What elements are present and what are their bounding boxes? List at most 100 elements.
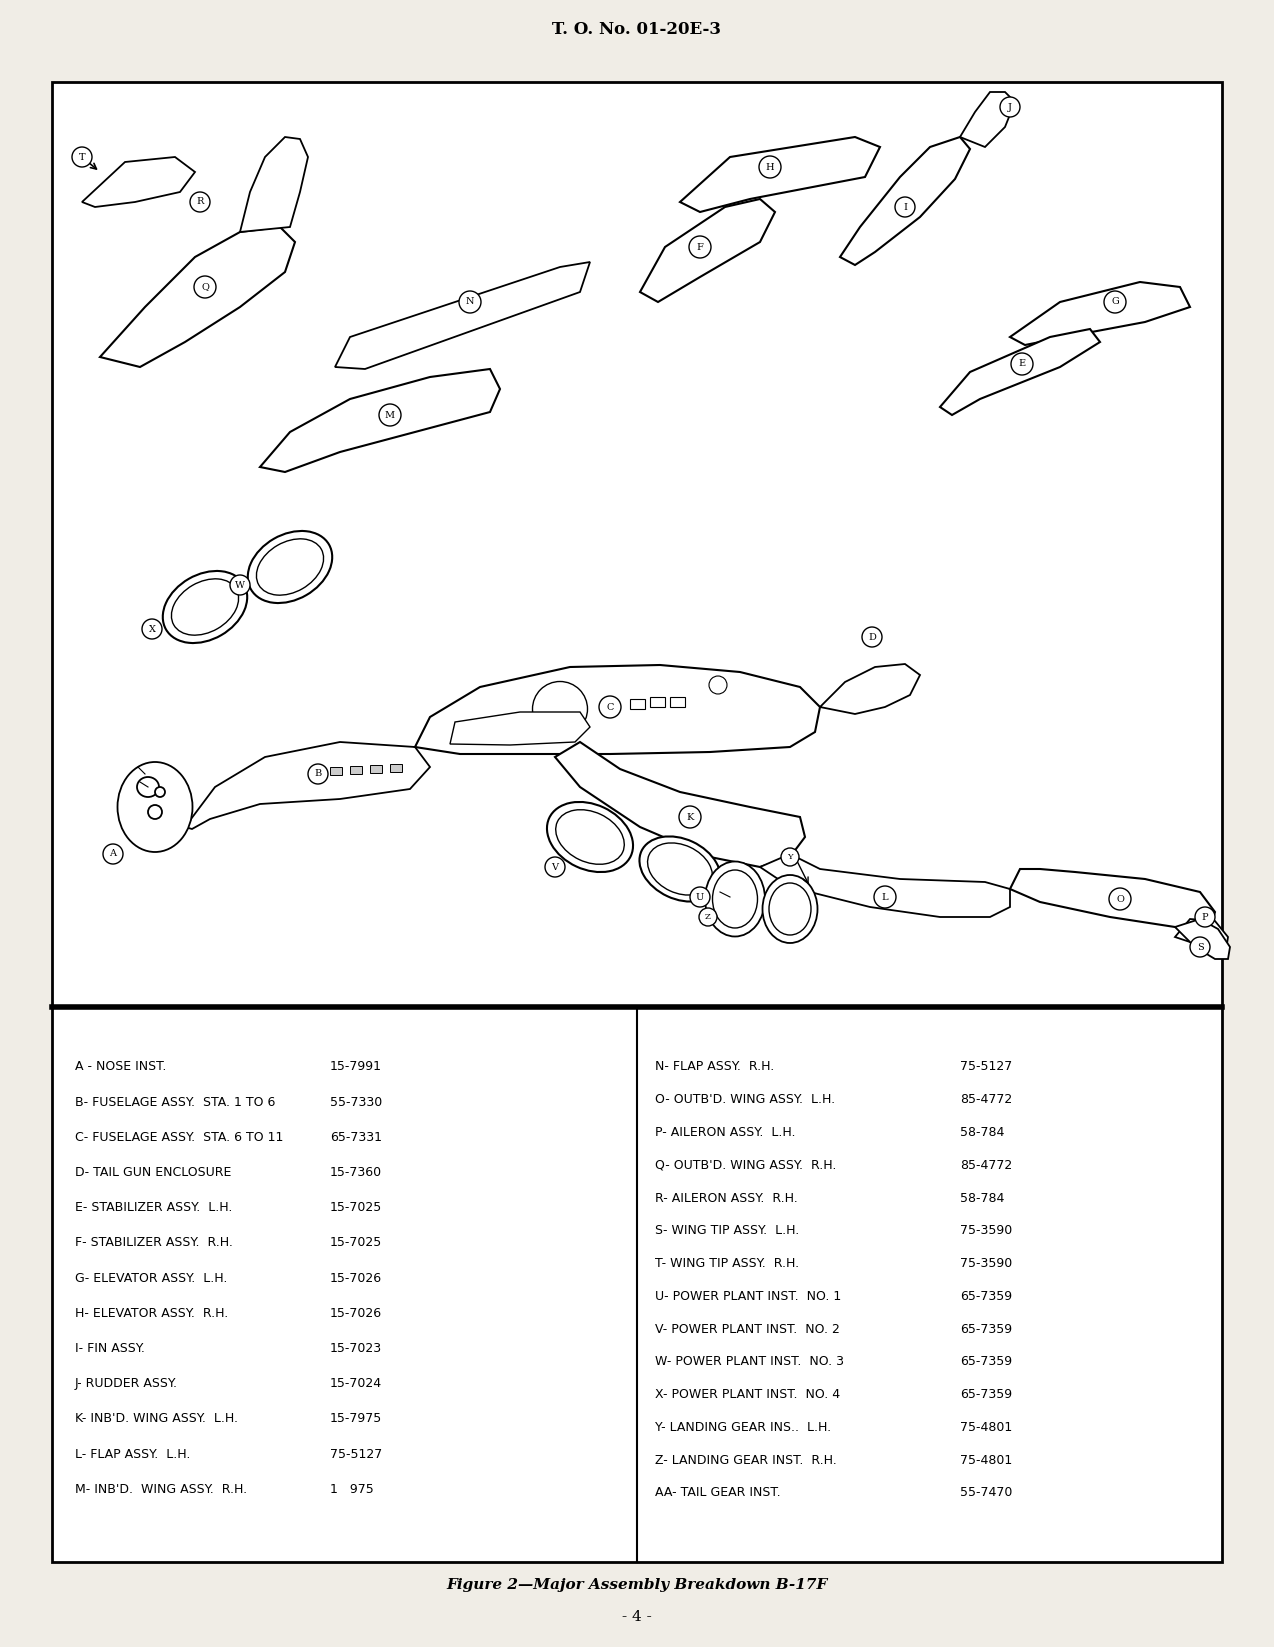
Text: B: B bbox=[315, 769, 321, 779]
Polygon shape bbox=[260, 369, 499, 473]
Text: P: P bbox=[1201, 912, 1208, 922]
Ellipse shape bbox=[712, 870, 758, 927]
Polygon shape bbox=[185, 743, 431, 828]
Ellipse shape bbox=[705, 861, 764, 937]
Polygon shape bbox=[680, 137, 880, 212]
Text: 55-7470: 55-7470 bbox=[961, 1486, 1013, 1499]
Ellipse shape bbox=[533, 682, 587, 736]
Text: 15-7026: 15-7026 bbox=[330, 1271, 382, 1285]
Circle shape bbox=[141, 619, 162, 639]
Circle shape bbox=[1190, 937, 1210, 957]
Ellipse shape bbox=[138, 777, 159, 797]
Text: N: N bbox=[466, 298, 474, 306]
Ellipse shape bbox=[640, 837, 721, 901]
Circle shape bbox=[699, 907, 717, 926]
Text: U: U bbox=[696, 893, 705, 901]
Circle shape bbox=[759, 156, 781, 178]
Text: R- AILERON ASSY.  R.H.: R- AILERON ASSY. R.H. bbox=[655, 1191, 798, 1204]
Text: AA- TAIL GEAR INST.: AA- TAIL GEAR INST. bbox=[655, 1486, 781, 1499]
Circle shape bbox=[1108, 888, 1131, 911]
Polygon shape bbox=[415, 665, 820, 754]
Polygon shape bbox=[555, 743, 805, 866]
Polygon shape bbox=[240, 137, 308, 232]
Text: 75-4801: 75-4801 bbox=[961, 1421, 1013, 1435]
Text: K: K bbox=[687, 812, 693, 822]
Bar bbox=[330, 768, 341, 776]
Text: AA: AA bbox=[712, 680, 724, 688]
Circle shape bbox=[1105, 292, 1126, 313]
Ellipse shape bbox=[163, 572, 247, 642]
Text: K- INB'D. WING ASSY.  L.H.: K- INB'D. WING ASSY. L.H. bbox=[75, 1413, 238, 1425]
Text: 15-7991: 15-7991 bbox=[330, 1061, 382, 1074]
Circle shape bbox=[896, 198, 915, 217]
Text: V- POWER PLANT INST.  NO. 2: V- POWER PLANT INST. NO. 2 bbox=[655, 1323, 840, 1336]
Circle shape bbox=[190, 193, 210, 212]
Text: S- WING TIP ASSY.  L.H.: S- WING TIP ASSY. L.H. bbox=[655, 1224, 799, 1237]
Circle shape bbox=[459, 292, 482, 313]
Polygon shape bbox=[761, 855, 1010, 917]
Circle shape bbox=[599, 697, 620, 718]
Text: 55-7330: 55-7330 bbox=[330, 1095, 382, 1108]
Text: L: L bbox=[882, 893, 888, 901]
Polygon shape bbox=[1010, 870, 1215, 929]
Text: 65-7331: 65-7331 bbox=[330, 1131, 382, 1145]
Text: P- AILERON ASSY.  L.H.: P- AILERON ASSY. L.H. bbox=[655, 1127, 795, 1140]
Text: U- POWER PLANT INST.  NO. 1: U- POWER PLANT INST. NO. 1 bbox=[655, 1290, 841, 1303]
Text: 58-784: 58-784 bbox=[961, 1191, 1004, 1204]
Polygon shape bbox=[961, 92, 1015, 147]
Text: T- WING TIP ASSY.  R.H.: T- WING TIP ASSY. R.H. bbox=[655, 1257, 799, 1270]
Text: 15-7026: 15-7026 bbox=[330, 1306, 382, 1319]
Text: S: S bbox=[1196, 942, 1204, 952]
Polygon shape bbox=[1175, 919, 1229, 959]
Text: 15-7025: 15-7025 bbox=[330, 1237, 382, 1250]
Text: F: F bbox=[697, 242, 703, 252]
Text: E: E bbox=[1018, 359, 1026, 369]
Circle shape bbox=[194, 277, 217, 298]
Text: M: M bbox=[385, 410, 395, 420]
Bar bbox=[350, 766, 362, 774]
Text: - 4 -: - 4 - bbox=[622, 1611, 652, 1624]
Circle shape bbox=[862, 628, 882, 647]
Polygon shape bbox=[820, 664, 920, 715]
Bar bbox=[369, 764, 382, 772]
Text: G- ELEVATOR ASSY.  L.H.: G- ELEVATOR ASSY. L.H. bbox=[75, 1271, 227, 1285]
Text: O- OUTB'D. WING ASSY.  L.H.: O- OUTB'D. WING ASSY. L.H. bbox=[655, 1094, 836, 1107]
Text: Y- LANDING GEAR INS..  L.H.: Y- LANDING GEAR INS.. L.H. bbox=[655, 1421, 831, 1435]
Circle shape bbox=[689, 236, 711, 259]
Circle shape bbox=[691, 888, 710, 907]
Bar bbox=[650, 697, 665, 707]
Text: Y: Y bbox=[787, 853, 792, 861]
Circle shape bbox=[710, 675, 727, 693]
Text: 15-7360: 15-7360 bbox=[330, 1166, 382, 1179]
Text: M- INB'D.  WING ASSY.  R.H.: M- INB'D. WING ASSY. R.H. bbox=[75, 1482, 247, 1495]
Text: H- ELEVATOR ASSY.  R.H.: H- ELEVATOR ASSY. R.H. bbox=[75, 1306, 228, 1319]
Circle shape bbox=[781, 848, 799, 866]
Ellipse shape bbox=[769, 883, 812, 935]
Ellipse shape bbox=[247, 530, 333, 603]
Ellipse shape bbox=[547, 802, 633, 871]
Text: I: I bbox=[903, 203, 907, 211]
Text: Z: Z bbox=[705, 912, 711, 921]
Circle shape bbox=[1000, 97, 1020, 117]
Circle shape bbox=[103, 843, 124, 865]
Circle shape bbox=[231, 575, 250, 595]
Text: W: W bbox=[234, 580, 245, 590]
Text: 65-7359: 65-7359 bbox=[961, 1290, 1012, 1303]
Text: J: J bbox=[1008, 102, 1012, 112]
Polygon shape bbox=[1175, 919, 1228, 957]
Ellipse shape bbox=[117, 763, 192, 851]
Ellipse shape bbox=[172, 578, 238, 636]
Bar bbox=[670, 697, 685, 707]
Polygon shape bbox=[99, 227, 296, 367]
Text: Q- OUTB'D. WING ASSY.  R.H.: Q- OUTB'D. WING ASSY. R.H. bbox=[655, 1159, 836, 1171]
Text: C: C bbox=[606, 703, 614, 712]
Polygon shape bbox=[82, 156, 195, 208]
Circle shape bbox=[1012, 352, 1033, 376]
Text: 75-5127: 75-5127 bbox=[330, 1448, 382, 1461]
Text: Figure 2—Major Assembly Breakdown B-17F: Figure 2—Major Assembly Breakdown B-17F bbox=[446, 1578, 828, 1593]
Text: H: H bbox=[766, 163, 775, 171]
Circle shape bbox=[679, 805, 701, 828]
Circle shape bbox=[378, 404, 401, 427]
Ellipse shape bbox=[256, 539, 324, 595]
Text: X: X bbox=[149, 624, 155, 634]
